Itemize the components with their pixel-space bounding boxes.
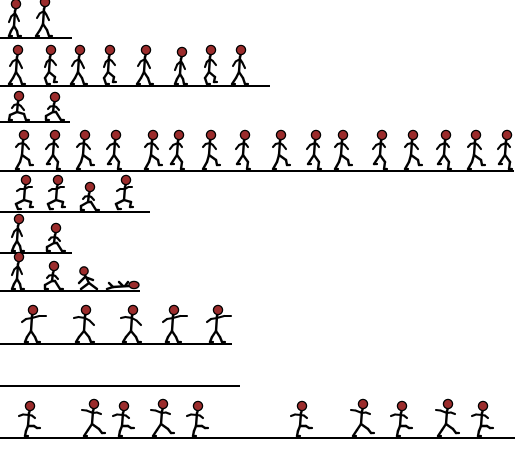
- sprite-frame-crouch-2: [44, 91, 66, 122]
- sprite-frame-kick-combo-2: [80, 398, 107, 438]
- sprite-frame-fall-down-2: [43, 260, 65, 291]
- sprite-frame-kneel-1: [10, 213, 26, 253]
- sprite-frame-run-9: [271, 129, 292, 171]
- sprite-frame-walk-4: [102, 44, 118, 86]
- ground-lines: [0, 37, 515, 439]
- sprite-frame-jump-2: [46, 174, 67, 211]
- sprite-frame-kick-combo-3: [111, 400, 136, 438]
- sprite-frame-kick-combo-1: [17, 400, 42, 438]
- sprite-frame-kneel-2: [45, 222, 67, 253]
- sprite-frame-run-10: [305, 129, 323, 171]
- sprite-frame-run-13: [403, 129, 424, 171]
- sprite-frame-run-15: [466, 129, 487, 171]
- sprite-frame-walk-3: [69, 44, 89, 86]
- sprite-frame-punch-1: [20, 304, 48, 344]
- sprite-frame-punch-2: [72, 304, 96, 344]
- sprite-frame-punch-4: [161, 304, 189, 344]
- sprite-frame-fall-down-1: [10, 251, 26, 291]
- sprite-frame-walk-5: [135, 44, 155, 86]
- sprite-frame-run-14: [435, 129, 453, 171]
- sprite-frame-kick-combo-6: [289, 400, 314, 438]
- sprite-frame-kick-combo-8: [389, 400, 414, 438]
- sprite-frame-run-4: [105, 129, 123, 171]
- sprite-frame-run-6: [168, 129, 186, 171]
- sprite-frame-walk-7: [203, 44, 219, 86]
- sprite-frame-jump-3: [79, 181, 101, 212]
- sprite-frame-run-12: [371, 129, 389, 171]
- sprite-frame-walk-2: [43, 44, 59, 86]
- sprite-frame-walk-8: [230, 44, 250, 86]
- sprite-frame-run-2: [44, 129, 62, 171]
- sprite-frame-jump-4: [114, 174, 135, 211]
- sprite-frame-walk-6: [173, 46, 189, 86]
- sprite-frame-fall-down-3: [77, 266, 99, 291]
- sprite-frame-walk-1: [7, 44, 27, 86]
- sprite-frame-kick-combo-9: [434, 398, 461, 438]
- sprite-frames: [7, 0, 514, 438]
- sprite-frame-idle-1: [7, 0, 23, 38]
- sprite-frame-kick-combo-5: [185, 400, 210, 438]
- sprite-frame-fall-down-4: [105, 280, 140, 291]
- sprite-frame-kick-combo-4: [149, 398, 176, 438]
- sprite-frame-idle-2: [34, 0, 54, 38]
- sprite-frame-kick-combo-7: [349, 398, 376, 438]
- sprite-frame-crouch-1: [7, 90, 31, 122]
- sprite-frame-run-16: [496, 129, 514, 171]
- sprite-frame-kick-combo-10: [470, 400, 495, 438]
- sprite-frame-run-8: [234, 129, 252, 171]
- sprite-frame-run-3: [75, 129, 96, 171]
- sprite-frame-punch-3: [119, 304, 143, 344]
- sprite-frame-run-1: [14, 129, 35, 171]
- sprite-frame-run-7: [201, 129, 222, 171]
- sprite-frame-jump-1: [14, 174, 35, 211]
- sprite-frame-punch-5: [205, 304, 233, 344]
- sprite-frame-run-11: [333, 129, 354, 171]
- sprite-frame-run-5: [143, 129, 164, 171]
